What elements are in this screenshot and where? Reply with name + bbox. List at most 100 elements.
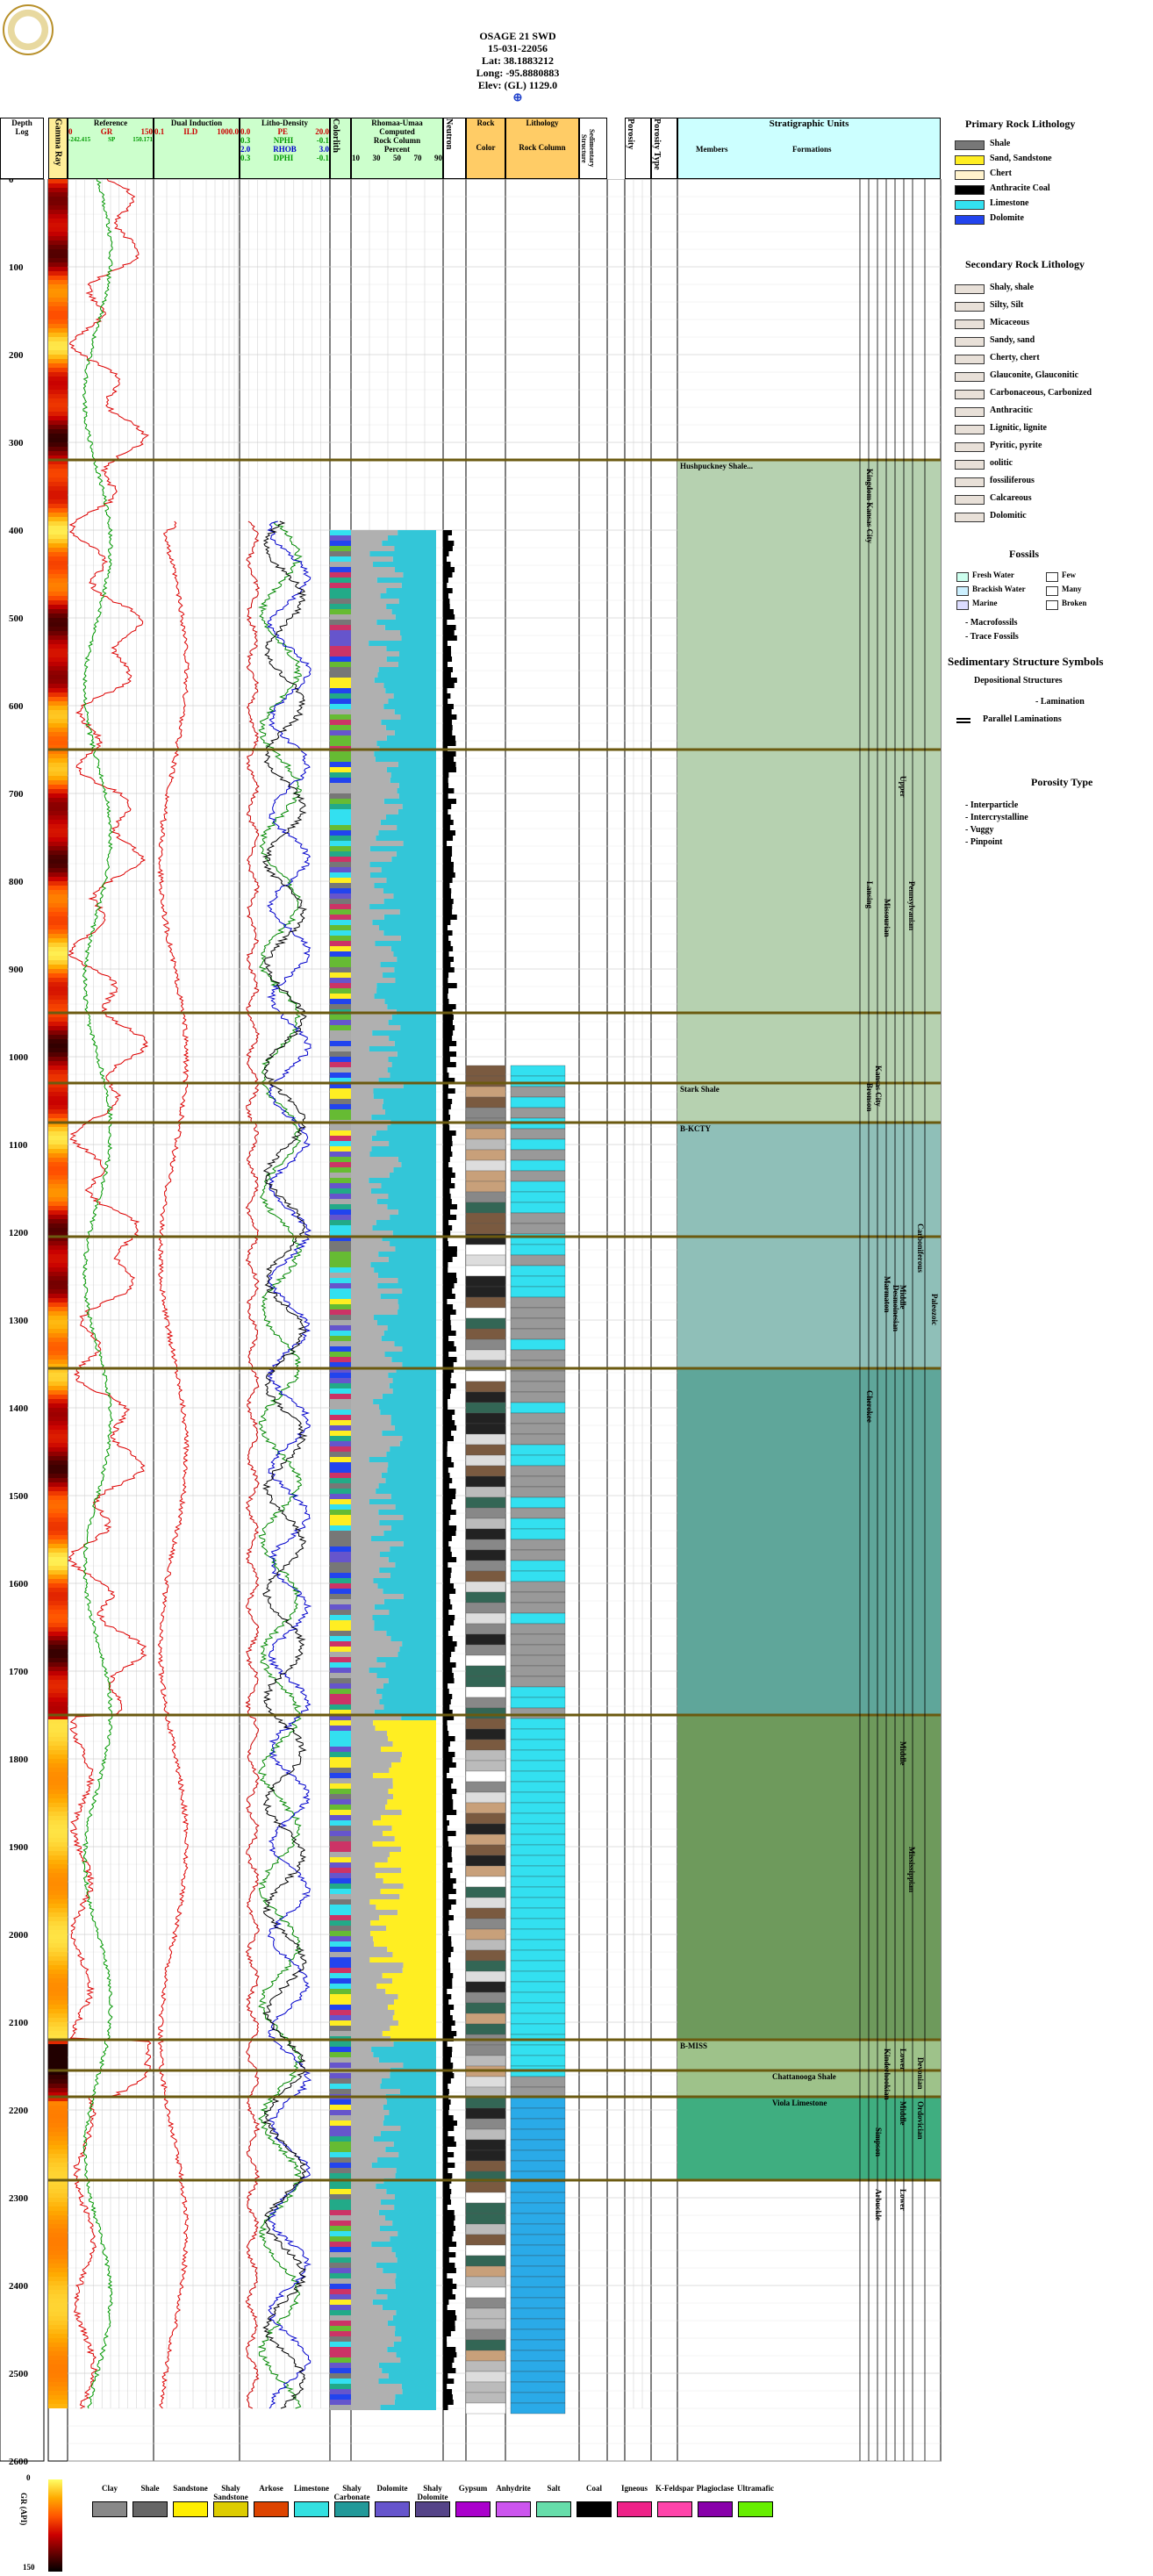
rhomaa-shale [351,2010,395,2015]
rhomaa-shale [351,1978,393,1984]
rock-color-band [465,1623,506,1635]
gamma-bar [48,1632,68,1636]
gamma-bar [48,355,68,359]
depth-tick-label: 100 [9,262,24,273]
rhomaa-shale [351,2357,401,2363]
neutron-fill [443,846,453,851]
rhomaa-carbonate [388,1057,436,1062]
colorlith-band [330,2289,351,2294]
gamma-bar [48,1114,68,1118]
neutron-fill [443,625,456,630]
rhomaa-shale [351,699,389,704]
colorlith-band [330,2084,351,2089]
gamma-bar [48,1956,68,1961]
gamma-bar [48,271,68,276]
bottom-legend [0,2466,1153,2576]
rhomaa-carbonate [373,1094,436,1099]
rhomaa-carbonate [398,599,436,604]
colorlith-band [330,614,351,620]
rhomaa-carbonate [401,583,436,588]
lithology-band [510,1739,566,1751]
target-icon[interactable]: ⊕ [512,90,523,104]
neutron-fill [443,1178,452,1183]
gamma-bar [48,701,68,706]
neutron-fill [443,2073,455,2078]
rock-color-band [465,2255,506,2267]
depth-tick-label: 700 [9,789,24,800]
rhomaa-shale [351,2389,403,2394]
gamma-bar [48,1873,68,1877]
neutron-fill [443,1362,454,1367]
rhomaa-shale [351,2142,394,2147]
gamma-bar [48,1403,68,1408]
rhomaa-carbonate [376,1220,436,1225]
rhomaa-carbonate [373,2136,436,2142]
bottom-legend-label: Shaly Dolomite [417,2484,448,2501]
rhomaa-carbonate [390,1494,436,1499]
neutron-fill [443,1215,457,1220]
colorlith-band [330,1962,351,1968]
rhomaa-carbonate [394,546,436,551]
gamma-bar [48,456,68,460]
rhomaa-shale [351,1331,384,1336]
rhomaa-shale [351,2405,381,2410]
rhomaa-shale [351,1494,391,1499]
strat-band [677,2040,941,2097]
neutron-fill [443,1388,451,1394]
rhomaa-shale [351,1673,377,1678]
lithology-band [510,1939,566,1951]
secondary-swatch [955,495,985,505]
gamma-bar [48,2312,68,2316]
secondary-swatch [955,407,985,417]
rhomaa-shale [351,1831,383,1836]
gamma-bar [48,1206,68,1210]
rhomaa-shale [351,1099,383,1104]
rhomaa-carbonate [380,2084,436,2089]
lithology-band [510,1128,566,1140]
gamma-bar [48,785,68,789]
colorlith-band [330,1041,351,1046]
rhomaa-carbonate [387,1857,436,1862]
rhomaa-carbonate [387,1125,436,1130]
gamma-bar [48,1399,68,1403]
gamma-bar [48,1092,68,1096]
gamma-bar [48,1360,68,1364]
colorlith-band [330,1778,351,1783]
rhomaa-shale [351,1889,381,1894]
neutron-fill [443,1589,456,1594]
gamma-bar [48,2233,68,2237]
gamma-bar [48,429,68,434]
colorlith-band [330,962,351,967]
neutron-fill [443,1199,452,1204]
colorlith-band [330,588,351,593]
rhomaa-carbonate [397,2231,436,2236]
colorlith-band [330,978,351,983]
depth-tick-label: 1100 [9,1140,28,1151]
colorlith-band [330,1362,351,1367]
gamma-bar [48,1166,68,1171]
depth-tick-label: 800 [9,877,24,887]
colorlith-band [330,1083,351,1088]
lithology-band [510,2149,566,2162]
rock-color-band [465,1180,506,1193]
rhomaa-carbonate [378,925,436,930]
neutron-fill [443,578,448,583]
neutron-fill [443,1799,454,1805]
lithology-band [510,2360,566,2372]
colorlith-band [330,814,351,820]
gamma-bar [48,1281,68,1285]
rhomaa-carbonate [372,1225,436,1231]
rhomaa-carbonate [376,2289,436,2294]
lithology-band [510,1444,566,1456]
neutron-fill [443,1025,455,1030]
neutron-fill [443,725,453,730]
secondary-swatch [955,425,985,434]
rhomaa-carbonate [372,1615,436,1620]
depth-tick-label: 2300 [9,2193,29,2204]
gamma-bar [48,2180,68,2185]
porosity-type-label: - Intercrystalline [965,813,1028,822]
rhomaa-carbonate [387,1067,436,1073]
gamma-bar [48,2044,68,2049]
neutron-fill [443,562,451,567]
members-label: Members [696,145,728,154]
